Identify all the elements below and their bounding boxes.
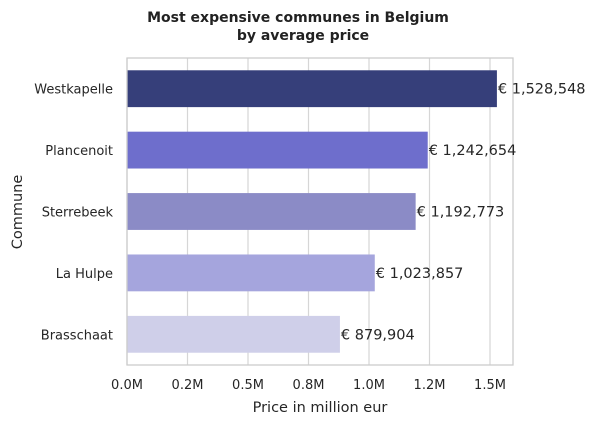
data-labels: € 1,528,548 € 1,242,654 € 1,192,773 € 1,023… xyxy=(341,82,586,344)
data-label: € 1,023,857 xyxy=(376,266,464,282)
x-tick-label: 1.5M xyxy=(474,378,506,393)
bar-westkapelle xyxy=(127,70,497,108)
bars xyxy=(127,70,497,353)
bar-sterrebeek xyxy=(127,193,416,230)
chart-title: Most expensive communes in Belgium by av… xyxy=(147,10,449,44)
x-tick-label: 0.5M xyxy=(232,378,264,393)
data-label: € 1,242,654 xyxy=(429,143,517,159)
bar-brasschaat xyxy=(127,315,340,353)
x-tick-label: 1.2M xyxy=(414,378,446,393)
bar-la-hulpe xyxy=(127,254,375,292)
x-axis-label: Price in million eur xyxy=(253,400,388,416)
data-label: € 1,528,548 xyxy=(498,82,586,98)
x-tick-label: 1.0M xyxy=(353,378,385,393)
bar-plancenoit xyxy=(127,131,428,169)
plot-frame xyxy=(126,57,514,366)
y-tick-label: Sterrebeek xyxy=(42,206,114,221)
chart-title-line-2: by average price xyxy=(237,28,369,44)
y-tick-labels: Westkapelle Plancenoit Sterrebeek La Hulpe B… xyxy=(34,83,113,344)
y-tick-label: Plancenoit xyxy=(45,144,113,159)
y-tick-label: Brasschaat xyxy=(41,328,113,343)
x-tick-labels: 0.0M 0.2M 0.5M 0.8M 1.0M 1.2M 1.5M xyxy=(111,378,506,393)
x-tick-label: 0.8M xyxy=(293,378,325,393)
y-axis-label: Commune xyxy=(10,175,26,250)
data-label: € 879,904 xyxy=(341,327,415,343)
data-label: € 1,192,773 xyxy=(417,205,505,221)
chart-title-line-1: Most expensive communes in Belgium xyxy=(147,10,449,26)
y-tick-label: Westkapelle xyxy=(34,83,113,98)
x-tick-label: 0.2M xyxy=(172,378,204,393)
x-tick-label: 0.0M xyxy=(111,378,143,393)
y-tick-label: La Hulpe xyxy=(56,267,113,282)
